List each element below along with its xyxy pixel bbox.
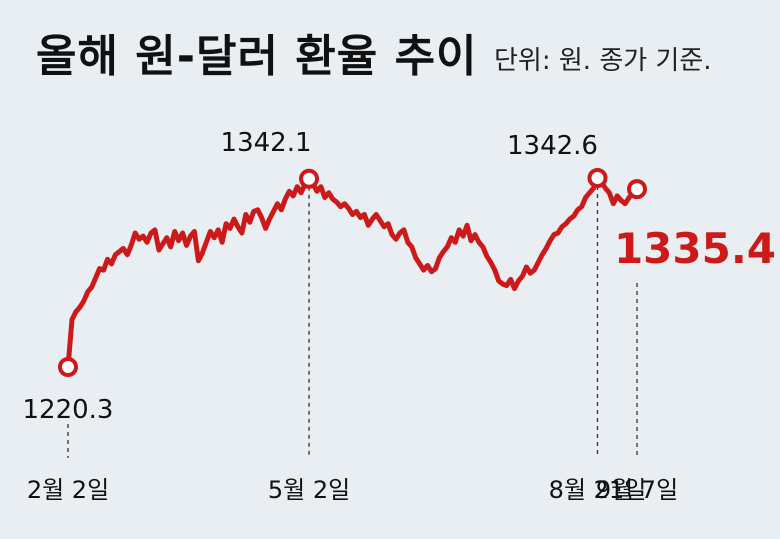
x-tick-label: 5월 2일 <box>268 476 350 504</box>
point-marker <box>58 357 78 377</box>
point-marker <box>587 168 608 188</box>
series-line <box>65 175 640 370</box>
x-tick-label: 8월 21일 <box>549 476 647 504</box>
point-marker <box>627 179 647 200</box>
chart-title: 올해 원-달러 환율 추이 <box>36 31 478 82</box>
point-marker <box>299 168 320 189</box>
x-tick-label: 9월 7일 <box>596 476 678 504</box>
value-label: 1342.1 <box>221 128 312 158</box>
x-tick-label: 2월 2일 <box>27 476 109 504</box>
value-label: 1342.6 <box>507 131 598 161</box>
value-label: 1335.4 <box>614 224 776 273</box>
unit-note: 단위: 원. 종가 기준. <box>494 46 712 76</box>
value-label: 1220.3 <box>23 395 114 425</box>
